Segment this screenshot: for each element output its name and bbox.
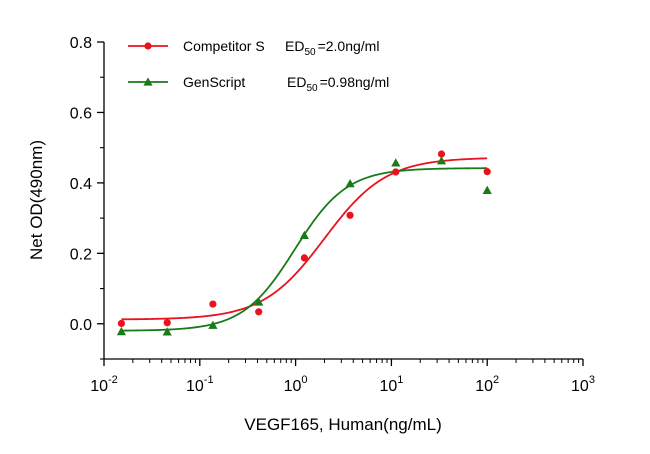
x-tick-label: 10-1: [186, 374, 214, 395]
y-tick-label: 0.6: [70, 105, 92, 122]
legend-ed-subscript: 50: [306, 83, 318, 94]
x-tick-label: 100: [284, 374, 308, 395]
legend-ed50: ED50 =2.0ng/ml: [285, 38, 379, 58]
x-tick-base: 10: [90, 378, 108, 395]
fit-curves: [121, 157, 488, 332]
legend-ed-subscript: 50: [304, 47, 316, 58]
data-point: [483, 168, 491, 176]
legend-ed-value: =2.0ng/ml: [318, 38, 380, 54]
data-point: [436, 156, 447, 165]
x-tick-label: 103: [571, 374, 595, 395]
data-point: [300, 254, 308, 262]
data-point: [255, 308, 263, 316]
fit-curve: [121, 167, 488, 332]
x-tick-label: 10-2: [90, 374, 118, 395]
legend-series-name: GenScript: [183, 74, 245, 90]
y-tick-label: 0.8: [70, 35, 92, 52]
legend-marker: [144, 42, 152, 50]
y-tick-label: 0.0: [70, 317, 92, 334]
x-tick-base: 10: [186, 378, 204, 395]
data-points: [116, 150, 492, 336]
x-tick-base: 10: [284, 378, 302, 395]
data-point: [299, 230, 309, 240]
y-tick-label: 0.2: [70, 246, 92, 263]
y-tick-label: 0.4: [70, 176, 92, 193]
x-tick-exponent: 3: [589, 374, 595, 386]
legend-ed-value: =0.98ng/ml: [320, 74, 390, 90]
x-tick-exponent: 1: [397, 374, 403, 386]
legend-marker: [143, 77, 153, 86]
legend-ed50: ED50 =0.98ng/ml: [287, 74, 389, 94]
x-tick-exponent: 0: [301, 374, 307, 386]
data-point: [346, 211, 354, 219]
x-tick-exponent: 2: [493, 374, 499, 386]
data-point: [391, 158, 401, 167]
data-point: [162, 327, 172, 336]
x-tick-base: 10: [571, 378, 589, 395]
x-tick-label: 102: [475, 374, 499, 395]
y-axis-title: Net OD(490nm): [27, 140, 46, 260]
x-tick-exponent: -2: [108, 374, 118, 386]
legend-ed-prefix: ED: [287, 74, 306, 90]
data-point: [116, 326, 127, 336]
x-axis-title: VEGF165, Human(ng/mL): [244, 415, 441, 434]
data-point: [482, 185, 492, 194]
x-tick-exponent: -1: [204, 374, 214, 386]
data-point: [208, 320, 218, 329]
data-point: [254, 297, 264, 306]
data-point: [209, 300, 217, 308]
legend-series-name: Competitor S: [183, 38, 265, 54]
data-point: [437, 150, 446, 158]
data-point: [117, 319, 126, 328]
fit-curve: [121, 157, 488, 321]
data-point: [345, 178, 355, 188]
x-tick-base: 10: [379, 378, 397, 395]
data-point: [392, 168, 400, 176]
legend-ed-prefix: ED: [285, 38, 304, 54]
x-tick-base: 10: [475, 378, 493, 395]
axes: 0.00.20.40.60.810-2 10-1 100 101 102 103: [70, 35, 595, 395]
x-tick-label: 101: [379, 374, 403, 395]
data-point: [163, 319, 171, 327]
